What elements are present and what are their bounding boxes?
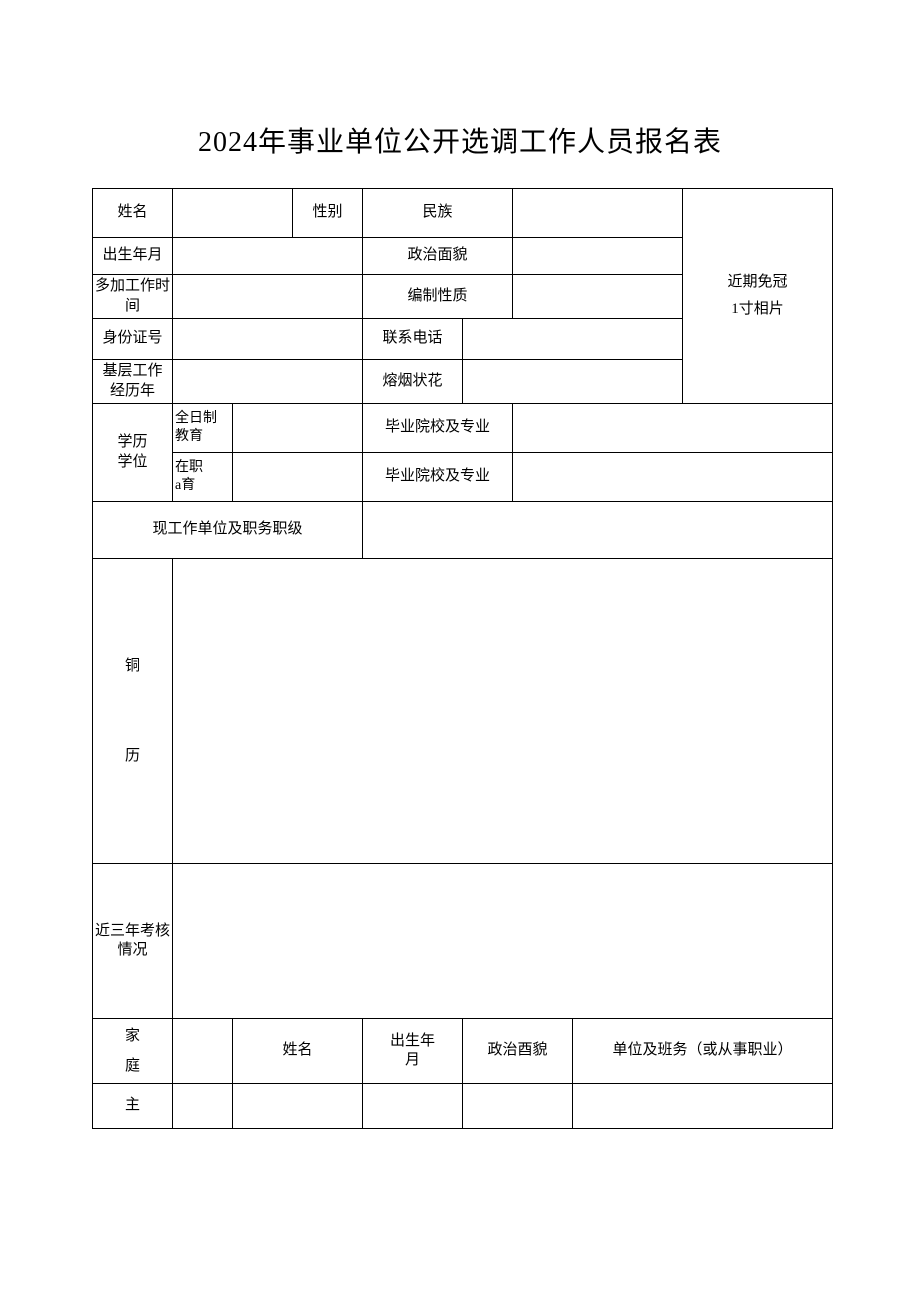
- field-grad-school-1[interactable]: [513, 404, 833, 453]
- field-join-work-time[interactable]: [173, 275, 363, 319]
- label-family-name: 姓名: [233, 1019, 363, 1084]
- registration-form-table: 姓名 性别 民族 近期免冠 1寸相片 出生年月 政治面貌 多加工作时间 编制性质…: [92, 188, 833, 1129]
- field-family-relation-header: [173, 1019, 233, 1084]
- field-assessment[interactable]: [173, 864, 833, 1019]
- field-family-birth-1[interactable]: [363, 1084, 463, 1129]
- field-grassroots[interactable]: [173, 360, 363, 404]
- field-birth[interactable]: [173, 238, 363, 275]
- form-title: 2024年事业单位公开选调工作人员报名表: [92, 120, 828, 160]
- field-name[interactable]: [173, 189, 293, 238]
- label-political: 政治面貌: [363, 238, 513, 275]
- field-ethnicity[interactable]: [513, 189, 683, 238]
- field-resume[interactable]: [173, 559, 833, 864]
- label-birth: 出生年月: [93, 238, 173, 275]
- field-family-unit-1[interactable]: [573, 1084, 833, 1129]
- label-assessment: 近三年考核 情况: [93, 864, 173, 1019]
- label-grad-school-1: 毕业院校及专业: [363, 404, 513, 453]
- field-establishment[interactable]: [513, 275, 683, 319]
- label-edu-degree: 学历 学位: [93, 404, 173, 502]
- field-fulltime-edu[interactable]: [233, 404, 363, 453]
- field-current-unit[interactable]: [363, 502, 833, 559]
- label-gender: 性别: [293, 189, 363, 238]
- field-family-name-1[interactable]: [233, 1084, 363, 1129]
- label-family-main: 主: [93, 1084, 173, 1129]
- label-family: 家 庭: [93, 1019, 173, 1084]
- label-family-birth: 出生年 月: [363, 1019, 463, 1084]
- label-grassroots: 基层工作经历年: [93, 360, 173, 404]
- label-family-political: 政治酉貌: [463, 1019, 573, 1084]
- label-grad-school-2: 毕业院校及专业: [363, 453, 513, 502]
- field-grad-school-2[interactable]: [513, 453, 833, 502]
- label-fulltime-edu: 全日制 教育: [173, 404, 233, 453]
- field-id-number[interactable]: [173, 319, 363, 360]
- field-political[interactable]: [513, 238, 683, 275]
- label-marriage: 熔烟状花: [363, 360, 463, 404]
- label-establishment: 编制性质: [363, 275, 513, 319]
- field-family-political-1[interactable]: [463, 1084, 573, 1129]
- label-resume: 铜 历: [93, 559, 173, 864]
- label-id-number: 身份证号: [93, 319, 173, 360]
- label-join-work-time: 多加工作时间: [93, 275, 173, 319]
- label-name: 姓名: [93, 189, 173, 238]
- label-phone: 联系电话: [363, 319, 463, 360]
- label-ethnicity: 民族: [363, 189, 513, 238]
- field-phone[interactable]: [463, 319, 683, 360]
- field-onjob-edu[interactable]: [233, 453, 363, 502]
- field-marriage[interactable]: [463, 360, 683, 404]
- field-family-relation-1[interactable]: [173, 1084, 233, 1129]
- photo-placeholder[interactable]: 近期免冠 1寸相片: [683, 189, 833, 404]
- label-family-unit: 单位及班务（或从事职业）: [573, 1019, 833, 1084]
- label-current-unit: 现工作单位及职务职级: [93, 502, 363, 559]
- label-onjob-edu: 在职 a育: [173, 453, 233, 502]
